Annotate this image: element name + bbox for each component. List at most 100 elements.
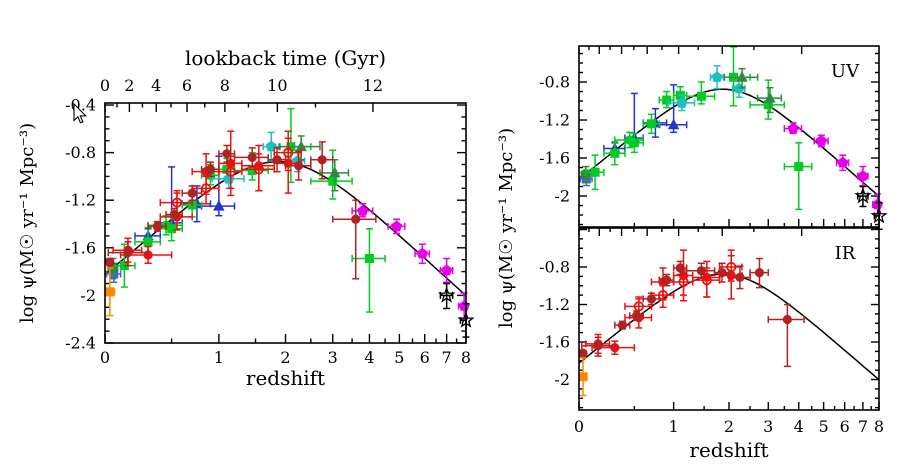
data-point xyxy=(813,134,829,148)
x-tick-label: 5 xyxy=(394,348,404,367)
x-tick-label: 2 xyxy=(724,417,734,436)
data-point-marker xyxy=(662,95,672,105)
data-point xyxy=(578,348,588,358)
data-point-marker xyxy=(247,152,257,162)
data-point xyxy=(351,228,386,313)
data-point-marker xyxy=(143,237,153,247)
data-point-marker xyxy=(351,214,361,224)
data-point-marker xyxy=(222,149,232,159)
data-point-marker xyxy=(711,71,723,82)
data-point-marker xyxy=(696,266,706,276)
data-point-marker xyxy=(441,264,453,276)
y-axis-title-main: log ψ(M☉ yr⁻¹ Mpc⁻³) xyxy=(17,123,38,323)
data-point-marker xyxy=(646,294,657,304)
x-axis-title: redshift xyxy=(689,438,768,462)
top-tick-label: 0 xyxy=(100,76,110,95)
data-point-marker xyxy=(717,268,727,278)
data-point-marker xyxy=(837,156,849,168)
data-point-marker xyxy=(169,209,179,220)
data-point-marker xyxy=(265,140,277,152)
data-point-marker xyxy=(871,198,884,210)
data-point xyxy=(713,262,730,283)
data-point xyxy=(624,132,644,154)
x-tick-label: 7 xyxy=(442,348,452,367)
data-point-marker xyxy=(205,164,216,174)
data-point xyxy=(319,159,350,192)
data-point-marker xyxy=(200,183,212,194)
data-point xyxy=(642,113,661,135)
x-tick-label: 4 xyxy=(364,348,374,367)
data-point xyxy=(165,207,183,222)
top-tick-label: 2 xyxy=(124,76,134,95)
data-point-marker xyxy=(416,247,428,259)
data-point-marker xyxy=(764,91,776,103)
mouse-cursor-icon xyxy=(73,102,87,124)
data-point xyxy=(835,154,850,172)
data-point-marker xyxy=(283,147,294,158)
x-tick-label: 2 xyxy=(280,348,290,367)
data-point xyxy=(578,357,588,397)
data-point xyxy=(856,165,869,187)
data-point xyxy=(767,303,805,368)
data-point-marker xyxy=(610,148,620,158)
x-tick-label: 1 xyxy=(669,417,679,436)
data-point-marker xyxy=(294,161,304,171)
data-point-marker xyxy=(736,71,748,82)
data-point-marker xyxy=(667,118,680,130)
data-point xyxy=(731,79,746,98)
data-point-marker xyxy=(701,275,712,286)
top-tick-label: 10 xyxy=(267,76,287,95)
data-point xyxy=(672,260,688,276)
data-point-marker xyxy=(854,186,872,204)
data-point-marker xyxy=(167,224,177,234)
data-point xyxy=(628,310,644,322)
data-point xyxy=(387,218,406,235)
data-point xyxy=(437,282,456,310)
panel-frame-ir xyxy=(578,227,880,411)
data-point-marker xyxy=(632,311,642,321)
axis-ticks-uv xyxy=(578,46,880,227)
data-point xyxy=(783,122,803,135)
panel-main: -0.4-0.8-1.2-1.6-2-2.40 1 2 3 4 5 6 7 8redshift0… xyxy=(65,46,475,390)
data-point xyxy=(310,141,334,180)
data-point-marker xyxy=(391,220,403,232)
y-tick-label: -0.8 xyxy=(539,258,570,277)
data-point-marker xyxy=(123,247,133,258)
data-point xyxy=(200,161,220,178)
x-tick-label: 0 xyxy=(100,348,110,367)
data-point xyxy=(105,257,115,267)
data-point xyxy=(211,168,245,190)
data-point xyxy=(667,94,696,112)
data-point xyxy=(642,292,661,306)
data-point-marker xyxy=(763,100,773,110)
x-tick-label: 8 xyxy=(461,348,471,367)
data-point xyxy=(658,273,675,287)
panel-label-ir: IR xyxy=(835,243,856,264)
data-point-marker xyxy=(272,155,282,165)
panel-label-uv: UV xyxy=(831,61,860,82)
data-point-marker xyxy=(328,176,338,186)
y-tick-label: -1.6 xyxy=(539,333,570,352)
panel-ir: -0.8 -1.2 -1.6 -2 0 1 2 3 4 5 6 7 8 redshift IR xyxy=(539,227,884,462)
data-point xyxy=(854,185,872,208)
y-tick-label: -1.2 xyxy=(539,111,570,130)
x-tick-label: 1 xyxy=(214,348,224,367)
x-tick-label: 4 xyxy=(794,417,804,436)
data-point-marker xyxy=(787,122,799,134)
data-point xyxy=(614,131,644,149)
data-point xyxy=(756,86,783,114)
panel-frame-uv xyxy=(578,45,880,228)
y-tick-label: -0.4 xyxy=(65,96,96,115)
data-point xyxy=(749,257,770,289)
data-point-marker xyxy=(458,300,470,311)
data-point-marker xyxy=(754,268,765,278)
data-point xyxy=(614,320,631,330)
fit-curve xyxy=(578,88,880,197)
data-point-marker xyxy=(578,372,588,382)
axis-labels-ir: -0.8 -1.2 -1.6 -2 0 1 2 3 4 5 6 7 8 redshift IR xyxy=(539,243,884,462)
data-point-marker xyxy=(247,165,257,175)
y-tick-label: -1.2 xyxy=(65,191,96,210)
data-point xyxy=(414,243,431,265)
